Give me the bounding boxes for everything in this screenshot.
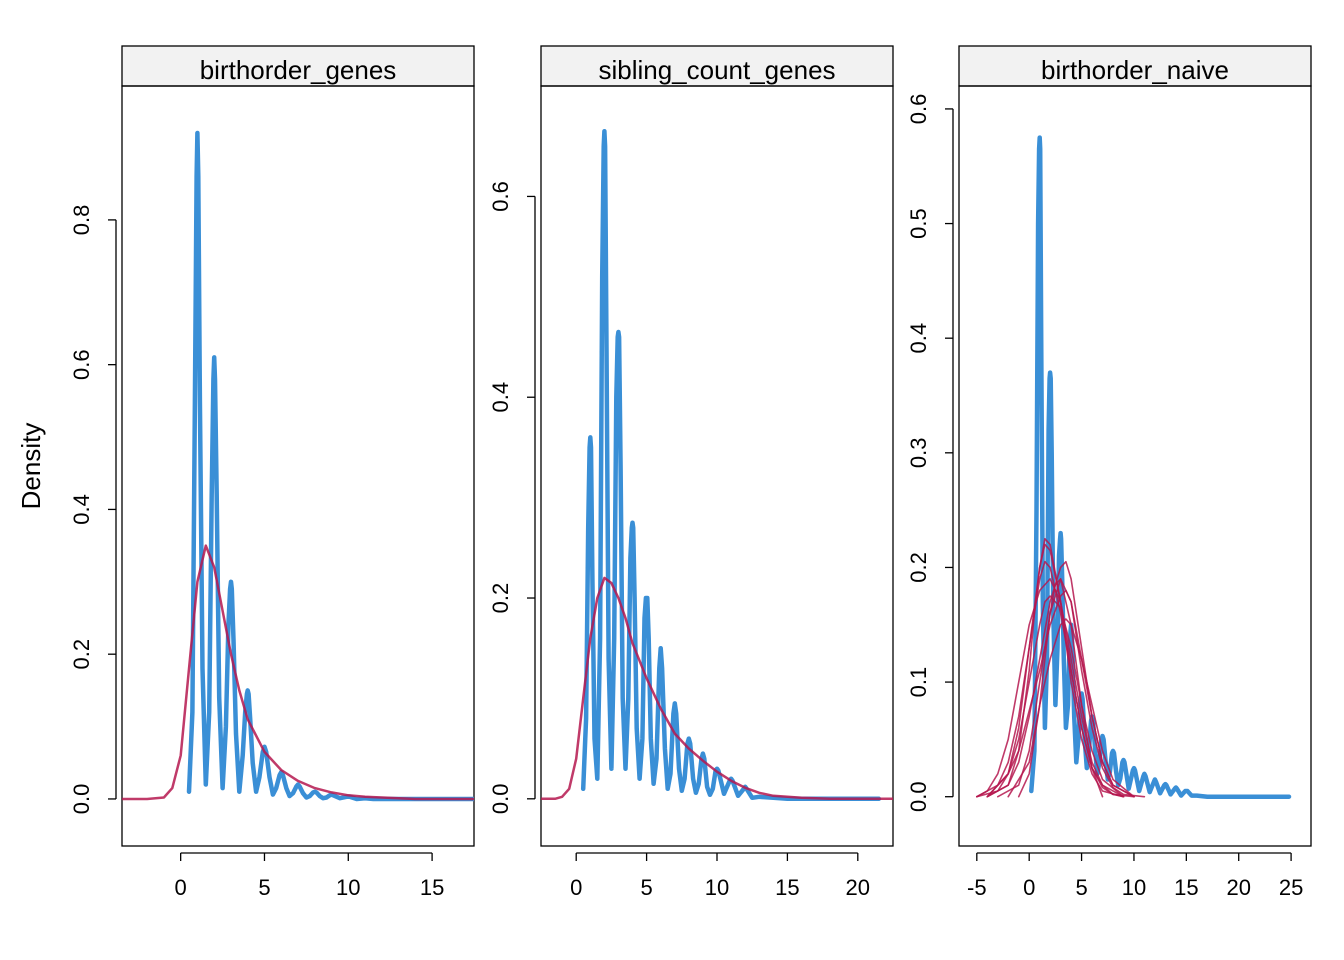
panel-strip xyxy=(540,45,894,87)
x-tick-label: 15 xyxy=(1174,875,1198,900)
x-tick-label: 20 xyxy=(1226,875,1250,900)
panel-title: birthorder_genes xyxy=(200,55,397,85)
panel-birthorder_genes: birthorder_genes 0 5 10 15 0.0 0.2 0.4 0.6 0.8 xyxy=(69,45,475,900)
panel-birthorder_naive: birthorder_naive -5 0 5 10 15 20 25 0.0 0.1 0.2 0.3… xyxy=(906,45,1312,900)
y-tick-label: 0.2 xyxy=(906,552,931,583)
x-tick-label: 0 xyxy=(570,875,582,900)
x-tick-label: 25 xyxy=(1279,875,1303,900)
y-tick-label: 0.0 xyxy=(906,781,931,812)
x-tick-label: 10 xyxy=(336,875,360,900)
y-tick-label: 0.3 xyxy=(906,438,931,469)
observed-density-line xyxy=(186,130,474,802)
panel-title: sibling_count_genes xyxy=(598,55,835,85)
x-tick-label: 20 xyxy=(846,875,870,900)
panel-strip xyxy=(958,45,1312,87)
x-tick-label: 5 xyxy=(258,875,270,900)
y-tick-label: 0.0 xyxy=(488,784,513,815)
simulated-density-line xyxy=(996,578,1146,798)
y-tick-label: 0.4 xyxy=(69,494,94,525)
plot-frame xyxy=(958,85,1312,847)
series-group xyxy=(541,128,893,802)
panel-sibling_count_genes: sibling_count_genes 0 5 10 15 20 0.0 0.2 0.4 0.6 xyxy=(488,45,894,900)
simulated-density-line xyxy=(975,560,1135,798)
observed-density-line xyxy=(580,128,882,802)
series-group xyxy=(975,135,1292,799)
y-tick-label: 0.6 xyxy=(906,94,931,125)
x-tick-label: 15 xyxy=(420,875,444,900)
simulated-density-line xyxy=(986,560,1135,798)
x-tick-label: 5 xyxy=(1075,875,1087,900)
x-tick-label: 10 xyxy=(1122,875,1146,900)
y-tick-label: 0.8 xyxy=(69,205,94,236)
simulated-density-line xyxy=(986,595,1125,798)
plot-frame xyxy=(121,85,475,847)
simulated-density-line xyxy=(541,576,893,801)
y-tick-label: 0.0 xyxy=(69,784,94,815)
x-tick-label: 15 xyxy=(775,875,799,900)
y-tick-label: 0.6 xyxy=(69,349,94,380)
x-tick-label: 0 xyxy=(1023,875,1035,900)
y-tick-label: 0.2 xyxy=(488,583,513,614)
y-tick-label: 0.2 xyxy=(69,639,94,670)
y-axis-label: Density xyxy=(16,423,46,510)
series-group xyxy=(122,130,474,802)
y-tick-label: 0.1 xyxy=(906,667,931,698)
x-tick-label: 0 xyxy=(175,875,187,900)
x-tick-label: -5 xyxy=(967,875,987,900)
y-tick-label: 0.6 xyxy=(488,181,513,212)
x-tick-label: 10 xyxy=(705,875,729,900)
panel-title: birthorder_naive xyxy=(1041,55,1229,85)
simulated-density-line xyxy=(122,544,474,801)
x-tick-label: 5 xyxy=(640,875,652,900)
simulated-density-line xyxy=(1017,578,1104,798)
observed-density-line xyxy=(1029,135,1292,799)
panel-strip xyxy=(121,45,475,87)
plot-frame xyxy=(540,85,894,847)
y-tick-label: 0.4 xyxy=(906,323,931,354)
simulated-density-line xyxy=(986,537,1125,798)
y-tick-label: 0.5 xyxy=(906,208,931,239)
y-tick-label: 0.4 xyxy=(488,382,513,413)
